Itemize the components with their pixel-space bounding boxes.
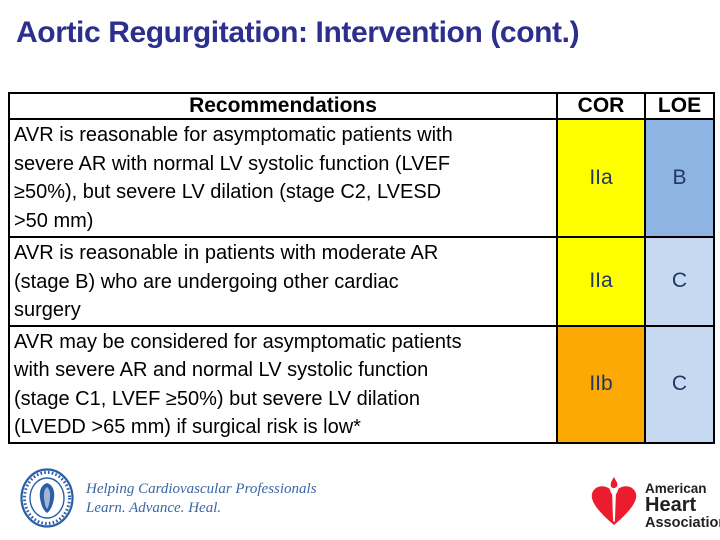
aha-logo: American Heart Association® — [588, 470, 720, 537]
aha-line1: American — [645, 481, 707, 496]
loe-cell: C — [644, 324, 715, 444]
aha-line2: Heart — [645, 494, 697, 516]
aha-wordmark: American Heart Association® — [645, 482, 720, 533]
cor-cell: IIb — [556, 324, 646, 444]
recommendation-text: AVR may be considered for asymptomatic p… — [8, 324, 558, 444]
cor-cell: IIa — [556, 236, 646, 327]
acc-tagline: Helping Cardiovascular Professionals Lea… — [86, 480, 317, 518]
page-title: Aortic Regurgitation: Intervention (cont… — [16, 16, 580, 49]
recommendation-text: AVR is reasonable in patients with moder… — [8, 236, 558, 327]
col-header-cor: COR — [556, 92, 646, 120]
col-header-loe: LOE — [644, 92, 715, 120]
table-row: AVR is reasonable for asymptomatic patie… — [8, 118, 715, 238]
table-header-row: Recommendations COR LOE — [8, 92, 715, 120]
recommendation-text: AVR is reasonable for asymptomatic patie… — [8, 118, 558, 238]
aha-heart-torch-icon — [588, 476, 640, 537]
cor-cell: IIa — [556, 118, 646, 238]
col-header-recommendations: Recommendations — [8, 92, 558, 120]
table-row: AVR is reasonable in patients with moder… — [8, 236, 715, 327]
acc-logo — [20, 468, 74, 533]
loe-cell: C — [644, 236, 715, 327]
table-row: AVR may be considered for asymptomatic p… — [8, 324, 715, 444]
acc-tagline-line1: Helping Cardiovascular Professionals — [86, 481, 317, 497]
acc-tagline-line2: Learn. Advance. Heal. — [86, 500, 222, 516]
loe-cell: B — [644, 118, 715, 238]
acc-seal-icon — [20, 468, 74, 528]
aha-line3: Association® — [645, 515, 720, 531]
recommendations-table: Recommendations COR LOE AVR is reasonabl… — [8, 92, 715, 444]
